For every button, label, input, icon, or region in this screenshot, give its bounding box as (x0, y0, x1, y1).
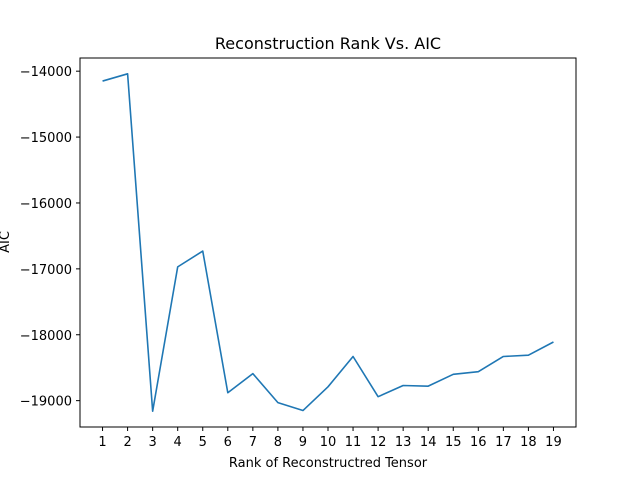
y-tick-label: −16000 (20, 197, 72, 212)
x-tick-label: 6 (224, 435, 232, 450)
plot-frame (80, 58, 576, 427)
x-tick-label: 9 (299, 435, 307, 450)
x-tick-label: 3 (149, 435, 157, 450)
x-tick-label: 11 (345, 435, 362, 450)
x-tick-label: 8 (274, 435, 282, 450)
y-tick-label: −14000 (20, 65, 72, 80)
y-tick-label: −18000 (20, 329, 72, 344)
x-tick-label: 1 (98, 435, 106, 450)
x-tick-label: 4 (174, 435, 182, 450)
x-tick-label: 7 (249, 435, 257, 450)
y-tick-label: −17000 (20, 263, 72, 278)
y-axis-label: AIC (0, 231, 13, 253)
x-tick-label: 19 (545, 435, 562, 450)
x-tick-label: 15 (445, 435, 462, 450)
x-tick-label: 17 (495, 435, 512, 450)
x-tick-label: 14 (420, 435, 437, 450)
x-axis-label: Rank of Reconstructred Tensor (229, 456, 428, 471)
series-line (103, 74, 554, 411)
x-tick-label: 12 (370, 435, 387, 450)
x-tick-label: 10 (320, 435, 337, 450)
x-tick-label: 5 (199, 435, 207, 450)
y-tick-label: −19000 (20, 395, 72, 410)
y-tick-label: −15000 (20, 131, 72, 146)
x-tick-label: 13 (395, 435, 412, 450)
chart-title: Reconstruction Rank Vs. AIC (215, 34, 441, 53)
x-tick-label: 18 (520, 435, 537, 450)
x-tick-label: 16 (470, 435, 487, 450)
x-tick-label: 2 (123, 435, 131, 450)
